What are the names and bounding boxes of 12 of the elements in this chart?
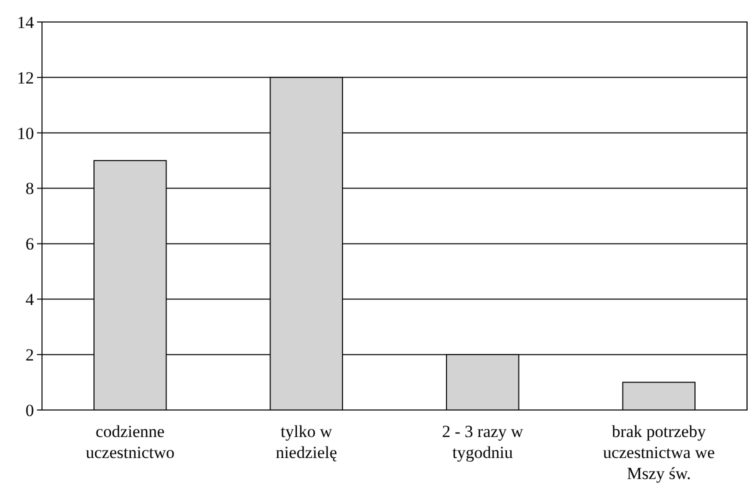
y-tick-label: 6	[26, 234, 34, 254]
y-tick-label: 10	[17, 124, 34, 143]
x-tick-label: 2 - 3 razy w tygodniu	[442, 422, 524, 462]
x-tick-label: brak potrzeby uczestnictwa we Mszy św.	[602, 422, 715, 483]
x-tick-label: tylko w niedzielę	[276, 422, 338, 462]
y-tick-label: 4	[26, 290, 34, 310]
y-tick-label: 12	[17, 68, 34, 88]
x-tick-label: codzienne uczestnictwo	[86, 422, 174, 462]
y-tick-label: 2	[26, 346, 34, 365]
y-tick-label: 0	[26, 400, 34, 420]
y-tick-label: 8	[26, 179, 34, 198]
y-tick-label: 14	[17, 12, 34, 32]
